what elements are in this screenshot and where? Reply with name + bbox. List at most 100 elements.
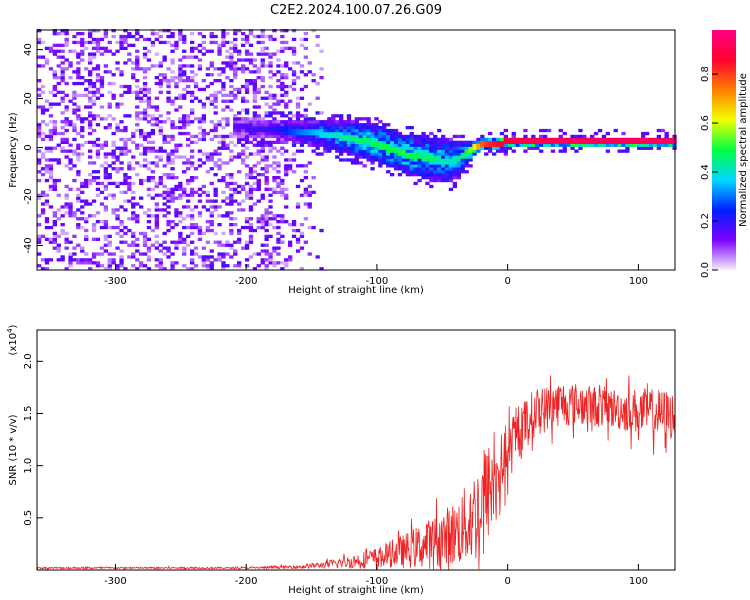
spectrogram-cell (346, 126, 352, 130)
spectrogram-cell (374, 123, 379, 127)
spectrogram-cell (256, 52, 261, 56)
spectrogram-cell (652, 137, 658, 142)
spectrogram-cell (84, 228, 89, 233)
spectrogram-cell (146, 96, 152, 100)
spectrogram-cell (260, 167, 265, 171)
spectrogram-cell (429, 173, 434, 177)
spectrogram-cell (182, 34, 187, 39)
spectrogram-cell (150, 170, 155, 174)
spectrogram-cell (209, 264, 214, 268)
spectrogram-cell (193, 140, 199, 144)
spectrogram-cell (135, 37, 140, 42)
spectrogram-cell (131, 73, 136, 77)
spectrogram-cell (331, 126, 336, 130)
spectrogram-cell (644, 140, 650, 144)
spectrogram-cell (115, 231, 120, 236)
spectrogram-cell (119, 128, 124, 133)
spectrogram-cell (115, 214, 120, 218)
spectrogram-cell (158, 131, 163, 136)
spectrogram-cell (142, 243, 148, 247)
spectrogram-cell (260, 223, 265, 227)
spectrogram-cell (291, 46, 297, 50)
spectrogram-cell (331, 134, 336, 139)
spectrogram-cell (331, 131, 336, 136)
spectrogram-cell (40, 84, 46, 89)
spectrogram-cell (193, 46, 199, 50)
spectrogram-cell (441, 152, 446, 156)
spectrogram-cell (586, 143, 591, 147)
spectrogram-cell (601, 140, 607, 144)
spectrogram-cell (637, 140, 642, 144)
spectrogram-cell (366, 146, 371, 150)
spectrogram-cell (115, 208, 120, 212)
spectrogram-cell (190, 225, 195, 230)
spectrogram-cell (421, 143, 426, 147)
spectrogram-cell (186, 243, 191, 247)
spectrogram-cell (166, 173, 171, 177)
spectrogram-cell (139, 231, 144, 236)
spectrogram-cell (174, 143, 179, 147)
spectrogram-cell (523, 128, 528, 133)
spectrogram-cell (554, 140, 559, 144)
spectrogram-cell (382, 146, 387, 150)
spectrogram-cell (480, 134, 485, 139)
spectrogram-cell (162, 246, 167, 250)
spectrogram-cell (217, 79, 222, 83)
spectrogram-cell (72, 128, 77, 133)
spectrogram-cell (648, 143, 654, 147)
spectrogram-cell (146, 255, 152, 259)
spectrogram-cell (284, 264, 289, 268)
spectrogram-cell (123, 61, 128, 65)
spectrogram-cell (72, 214, 77, 218)
spectrogram-cell (95, 170, 101, 174)
spectrogram-cell (221, 176, 226, 180)
spectrogram-cell (311, 29, 316, 33)
spectrogram-cell (229, 223, 234, 227)
spectrogram-cell (158, 155, 163, 159)
spectrogram-cell (397, 161, 403, 165)
spectrogram-cell (91, 55, 97, 59)
spectrogram-cell (252, 202, 257, 206)
spectrogram-cell (103, 173, 108, 177)
spectrogram-cell (335, 146, 340, 150)
spectrogram-cell (307, 193, 312, 197)
spectrogram-cell (362, 143, 367, 147)
spectrogram-cell (280, 181, 285, 186)
spectrogram-cell (397, 143, 403, 147)
spectrogram-cell (146, 105, 152, 109)
spectrogram-cell (103, 237, 108, 241)
spectrogram-cell (217, 67, 222, 71)
spectrogram-cell (197, 32, 203, 36)
spectrogram-cell (421, 170, 426, 174)
spectrogram-cell (276, 128, 281, 133)
spectrogram-cell (44, 225, 50, 230)
spectrogram-cell (339, 146, 344, 150)
spectrogram-cell (162, 173, 167, 177)
spectrogram-cell (201, 105, 206, 109)
spectrogram-cell (76, 199, 81, 203)
spectrogram-cell (139, 90, 144, 94)
spectrogram-cell (441, 158, 446, 162)
spectrogram-cell (197, 211, 203, 215)
spectrogram-cell (264, 90, 269, 94)
spectrogram-cell (644, 146, 650, 150)
spectrogram-cell (88, 267, 93, 271)
spectrogram-cell (174, 126, 179, 130)
spectrogram-cell (190, 111, 195, 115)
spectrogram-cell (146, 58, 152, 62)
spectrogram-cell (170, 134, 175, 139)
spectrogram-cell (201, 46, 206, 50)
spectrogram-cell (205, 208, 210, 212)
spectrogram-cell (425, 134, 430, 139)
spectrogram-cell (217, 243, 222, 247)
spectrogram-cell (111, 81, 116, 86)
spectrogram-cell (142, 99, 148, 103)
spectrogram-cell (390, 137, 395, 142)
spectrogram-cell (299, 267, 305, 271)
spectrogram-cell (335, 155, 340, 159)
spectrogram-cell (201, 137, 206, 142)
spectrogram-cell (574, 140, 579, 144)
spectrogram-cell (405, 161, 410, 165)
spectrogram-cell (433, 176, 438, 180)
spectrogram-cell (362, 123, 367, 127)
